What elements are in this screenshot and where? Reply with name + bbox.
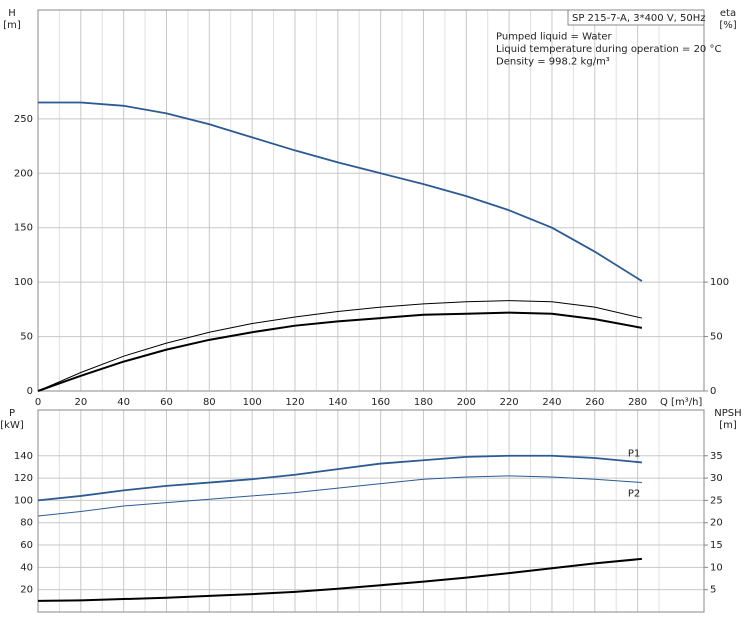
info-line: Pumped liquid = Water — [496, 32, 613, 43]
x-tick-label: 60 — [160, 397, 173, 408]
y-tick-label: 0 — [27, 386, 33, 397]
info-line: Liquid temperature during operation = 20… — [496, 44, 721, 55]
y2-tick-label: 20 — [710, 518, 723, 529]
plot-frame — [37, 409, 705, 613]
y2-axis-label: NPSH — [714, 408, 741, 419]
y-tick-label: 100 — [14, 495, 33, 506]
y-tick-label: 200 — [14, 168, 33, 179]
y-tick-label: 20 — [20, 585, 33, 596]
y-tick-label: 150 — [14, 223, 33, 234]
x-tick-label: 80 — [203, 397, 216, 408]
y-tick-label: 100 — [14, 277, 33, 288]
y-tick-label: 250 — [14, 114, 33, 125]
y-axis-label: P — [9, 408, 15, 419]
x-tick-label: 280 — [628, 397, 647, 408]
x-axis-label: Q [m³/h] — [660, 397, 702, 408]
y2-tick-label: 100 — [710, 277, 729, 288]
curve — [37, 475, 642, 517]
x-tick-label: 140 — [328, 397, 347, 408]
y-tick-label: 120 — [14, 473, 33, 484]
pump-model: SP 215-7-A, 3*400 V, 50Hz — [572, 13, 706, 24]
x-tick-label: 100 — [243, 397, 262, 408]
curve-label: P2 — [628, 489, 640, 500]
info-box — [567, 9, 705, 26]
y2-tick-label: 15 — [710, 540, 723, 551]
y2-tick-label: 50 — [710, 332, 723, 343]
x-tick-label: 240 — [542, 397, 561, 408]
curve — [37, 557, 642, 602]
y-tick-label: 80 — [20, 518, 33, 529]
y2-tick-label: 35 — [710, 451, 723, 462]
y-axis-label: H — [8, 8, 16, 19]
y2-axis-label: eta — [720, 8, 736, 19]
y-axis-unit: [kW] — [0, 420, 24, 431]
plot-frame — [37, 9, 705, 392]
y2-tick-label: 10 — [710, 562, 723, 573]
curve — [37, 454, 642, 502]
curve — [37, 311, 643, 392]
x-tick-label: 0 — [35, 397, 41, 408]
x-tick-label: 20 — [74, 397, 87, 408]
y2-tick-label: 30 — [710, 473, 723, 484]
x-tick-label: 200 — [457, 397, 476, 408]
y-tick-label: 40 — [20, 562, 33, 573]
y-tick-label: 50 — [20, 332, 33, 343]
curve-label: P1 — [628, 448, 640, 459]
y2-tick-label: 25 — [710, 495, 723, 506]
x-tick-label: 160 — [371, 397, 390, 408]
y2-tick-label: 5 — [710, 585, 716, 596]
y2-tick-label: 0 — [710, 386, 716, 397]
x-tick-label: 180 — [414, 397, 433, 408]
y2-axis-unit: [m] — [719, 420, 737, 431]
x-tick-label: 260 — [585, 397, 604, 408]
x-tick-label: 40 — [117, 397, 130, 408]
y-tick-label: 60 — [20, 540, 33, 551]
y-axis-unit: [m] — [3, 20, 21, 31]
info-line: Density = 998.2 kg/m³ — [496, 57, 610, 68]
curve — [38, 101, 643, 282]
x-tick-label: 120 — [285, 397, 304, 408]
curve — [37, 300, 643, 392]
x-tick-label: 220 — [500, 397, 519, 408]
y-tick-label: 140 — [14, 451, 33, 462]
y2-axis-unit: [%] — [719, 20, 736, 31]
